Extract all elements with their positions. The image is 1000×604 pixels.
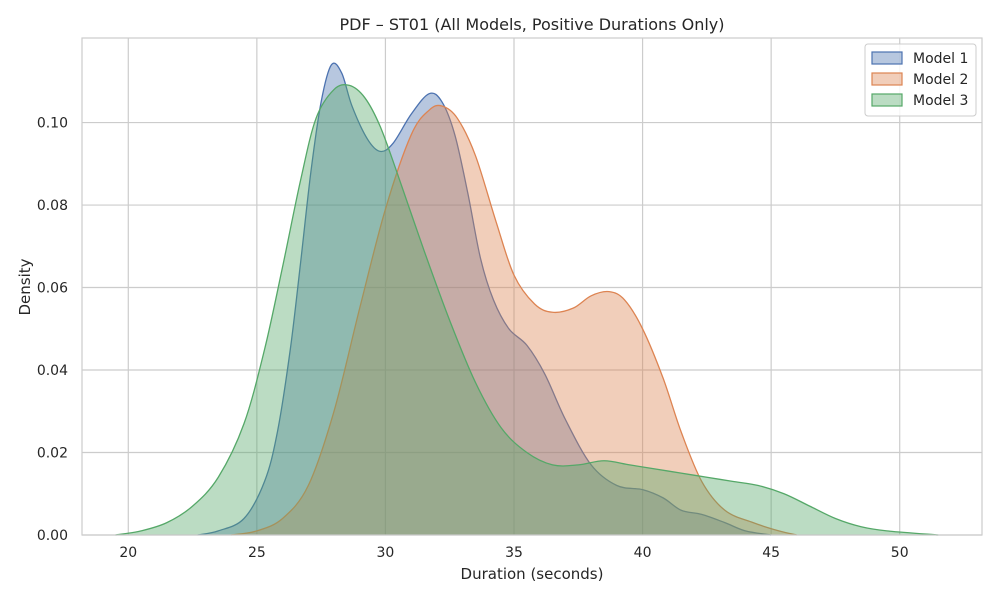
plot-frame <box>81 37 983 536</box>
model-2-legend-swatch <box>871 72 903 86</box>
legend: Model 1 Model 2 Model 3 <box>864 43 977 117</box>
model-1-legend-label: Model 1 <box>913 51 968 67</box>
tick-labels: 20 25 30 35 40 45 50 0.00 0.02 0.04 0.06 0.08 0.10 <box>37 116 909 561</box>
model-2-legend-label: Model 2 <box>913 72 968 88</box>
chart-title: PDF – ST01 (All Models, Positive Duratio… <box>340 15 725 34</box>
y-tick-label: 0.06 <box>37 281 68 297</box>
legend-box <box>864 43 977 117</box>
x-tick-label: 35 <box>505 545 523 561</box>
model-3-legend-swatch <box>871 93 903 107</box>
x-tick-label: 50 <box>891 545 909 561</box>
model-1-line <box>197 62 772 536</box>
model-3-line <box>115 84 939 536</box>
series-areas <box>115 62 939 536</box>
x-tick-label: 20 <box>119 545 137 561</box>
x-tick-label: 25 <box>248 545 266 561</box>
y-tick-label: 0.00 <box>37 528 68 544</box>
model-3-legend-label: Model 3 <box>913 93 968 109</box>
model-1-legend-swatch <box>871 51 903 65</box>
x-tick-label: 40 <box>634 545 652 561</box>
model-2-line <box>231 104 798 536</box>
x-axis-label: Duration (seconds) <box>461 565 604 583</box>
x-tick-label: 30 <box>377 545 395 561</box>
y-tick-label: 0.10 <box>37 116 68 132</box>
y-axis-label: Density <box>16 258 34 315</box>
y-tick-label: 0.02 <box>37 446 68 462</box>
grid <box>82 38 982 536</box>
y-tick-label: 0.08 <box>37 198 68 214</box>
model-1-area <box>197 63 772 536</box>
y-tick-label: 0.04 <box>37 363 68 379</box>
x-tick-label: 45 <box>762 545 780 561</box>
model-3-area <box>115 84 939 536</box>
model-2-area <box>231 105 797 536</box>
